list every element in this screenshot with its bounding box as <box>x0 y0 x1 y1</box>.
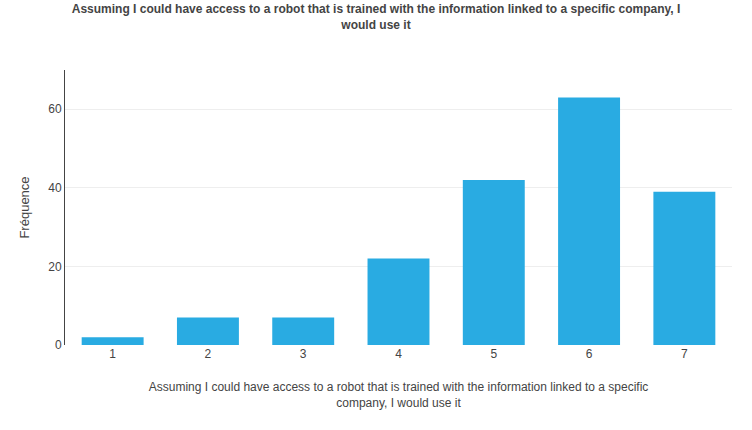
svg-text:20: 20 <box>48 260 62 274</box>
svg-text:40: 40 <box>48 181 62 195</box>
svg-text:7: 7 <box>681 347 688 361</box>
svg-text:2: 2 <box>205 347 212 361</box>
svg-text:6: 6 <box>586 347 593 361</box>
svg-text:60: 60 <box>48 102 62 116</box>
svg-text:1: 1 <box>109 347 116 361</box>
svg-text:0: 0 <box>55 338 62 352</box>
svg-text:Fréquence: Fréquence <box>17 176 32 238</box>
svg-text:Assuming I could have access t: Assuming I could have access to a robot … <box>149 380 649 410</box>
svg-text:4: 4 <box>395 347 402 361</box>
svg-text:Assuming I could have access t: Assuming I could have access to a robot … <box>72 2 681 32</box>
svg-text:3: 3 <box>300 347 307 361</box>
svg-text:5: 5 <box>490 347 497 361</box>
